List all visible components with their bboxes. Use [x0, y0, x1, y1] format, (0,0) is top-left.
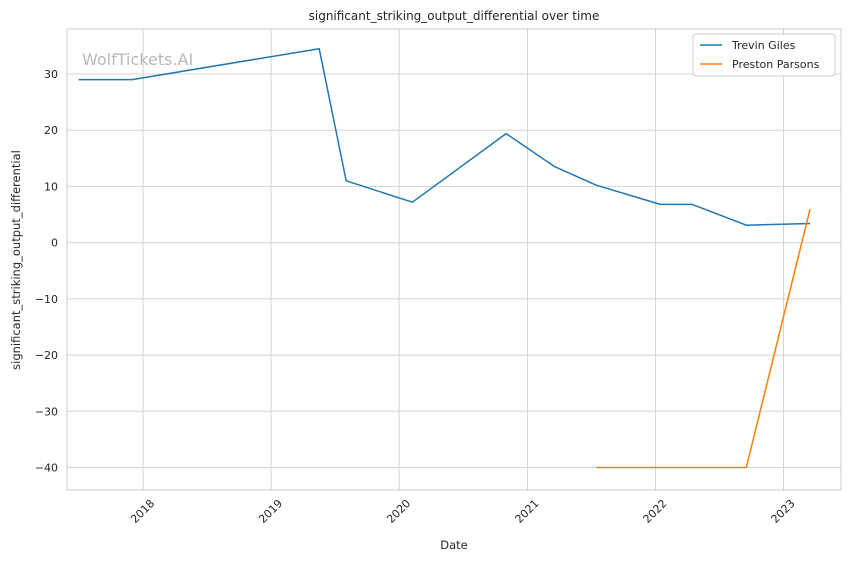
legend: Trevin Giles Preston Parsons — [692, 33, 836, 77]
y-tick-label: 30 — [44, 68, 58, 81]
gridlines — [67, 29, 841, 490]
y-tick-labels: 30 20 10 0 −10 −20 −30 −40 — [35, 68, 58, 475]
legend-label-preston-parsons: Preston Parsons — [732, 58, 820, 71]
x-tick-label: 2021 — [513, 497, 542, 526]
series-line-preston-parsons — [596, 208, 811, 469]
y-tick-label: −40 — [35, 462, 58, 475]
chart-title: significant_striking_output_differential… — [309, 9, 600, 23]
series-lines — [78, 47, 811, 469]
x-tick-label: 2018 — [128, 497, 157, 526]
x-tick-label: 2022 — [641, 497, 670, 526]
x-tick-label: 2019 — [256, 497, 285, 526]
y-tick-label: −30 — [35, 405, 58, 418]
y-tick-label: −10 — [35, 293, 58, 306]
x-tick-label: 2023 — [769, 497, 798, 526]
series-line-trevin-giles — [78, 47, 811, 226]
legend-box — [692, 33, 836, 77]
y-tick-label: −20 — [35, 349, 58, 362]
x-tick-label: 2020 — [384, 497, 413, 526]
plot-frame — [66, 28, 842, 491]
y-tick-label: 20 — [44, 124, 58, 137]
watermark: WolfTickets.AI — [82, 50, 193, 69]
legend-label-trevin-giles: Trevin Giles — [731, 39, 796, 52]
y-tick-label: 0 — [51, 237, 58, 250]
x-tick-labels: 2018 2019 2020 2021 2022 2023 — [128, 497, 797, 526]
y-tick-label: 10 — [44, 180, 58, 193]
y-axis-label: significant_striking_output_differential — [9, 150, 23, 370]
x-axis-label: Date — [440, 538, 468, 552]
